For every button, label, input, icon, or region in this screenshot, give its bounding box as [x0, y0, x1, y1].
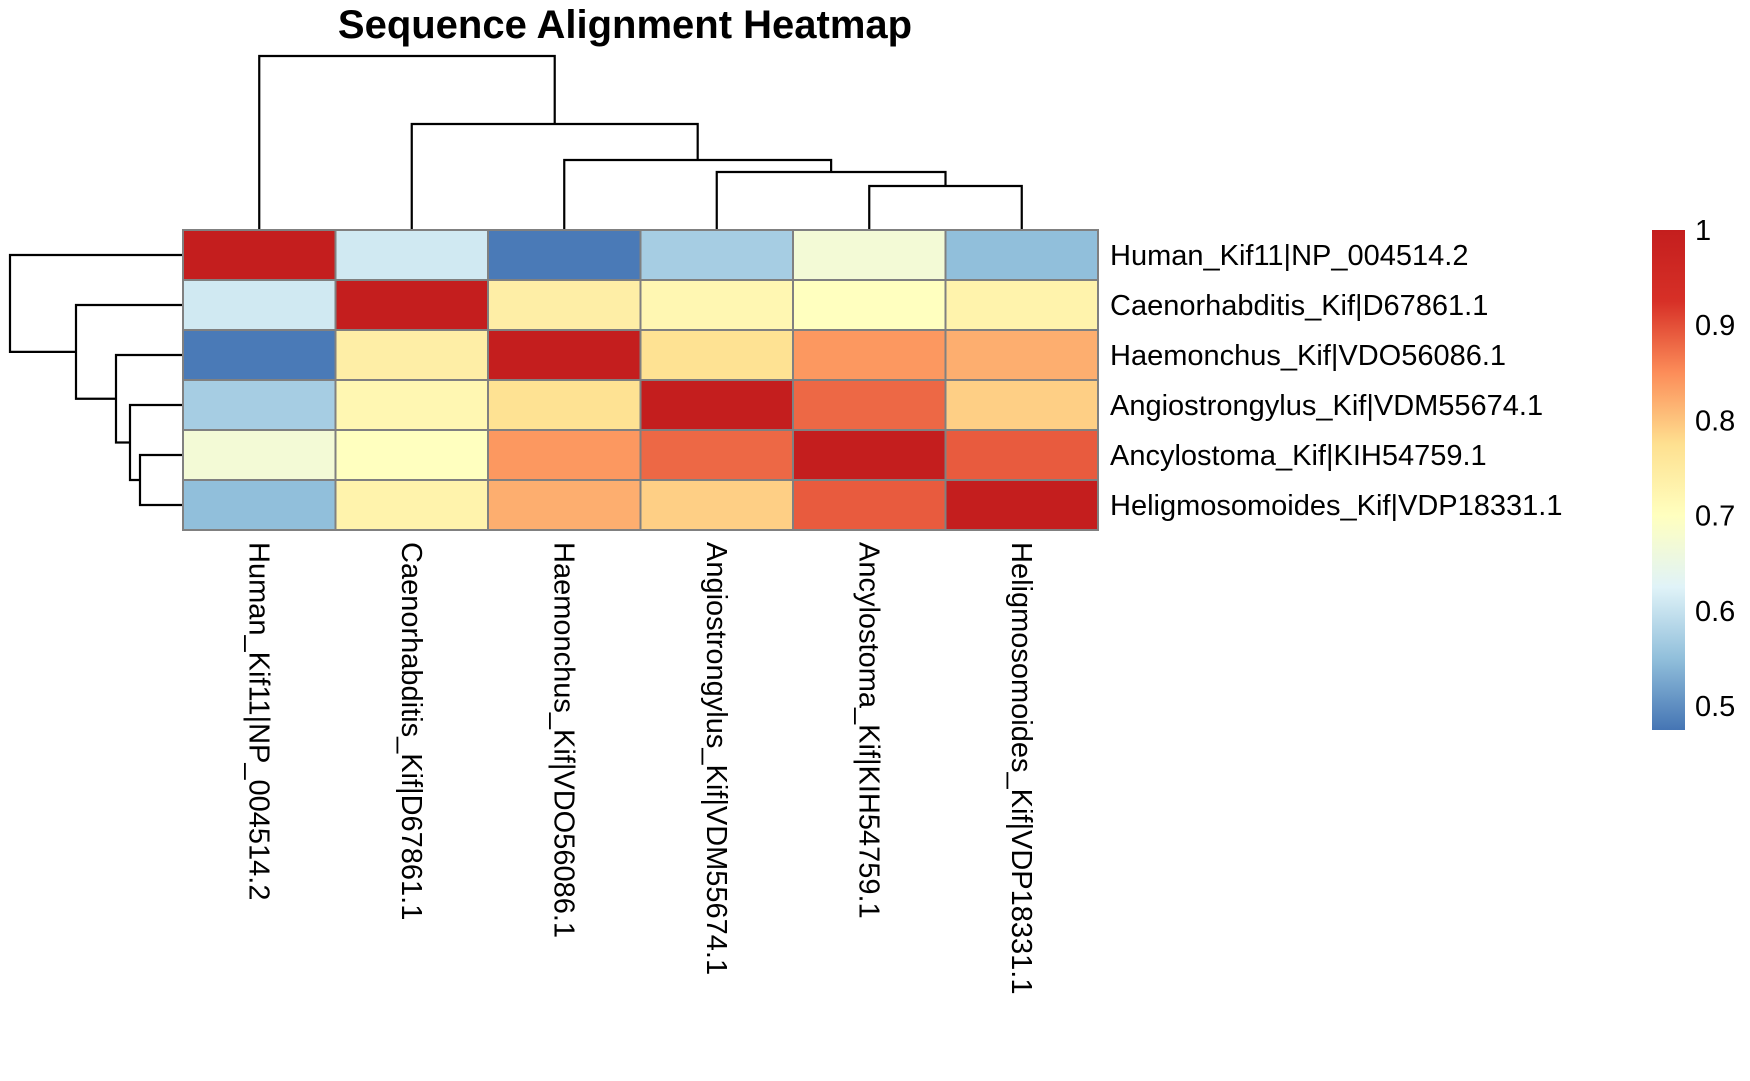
heatmap-cell [792, 329, 947, 381]
row-labels: Human_Kif11|NP_004514.2 Caenorhabditis_Ki… [1110, 240, 1562, 522]
column-label: Angiostrongylus_Kif|VDM55674.1 [700, 542, 732, 975]
row-dendrogram [8, 253, 183, 507]
heatmap-cell [182, 279, 337, 331]
row-label: Haemonchus_Kif|VDO56086.1 [1110, 340, 1506, 372]
heatmap-cell [334, 229, 489, 281]
row-label: Angiostrongylus_Kif|VDM55674.1 [1110, 390, 1543, 422]
color-legend: 0.5 0.6 0.7 0.8 0.9 1 [1652, 215, 1735, 730]
heatmap-cells [182, 229, 1099, 531]
heatmap-cell [487, 429, 642, 481]
dendrogram-branch [128, 403, 183, 482]
legend-tick-label: 0.8 [1695, 405, 1735, 437]
heatmap-cell [792, 229, 947, 281]
heatmap-cell [639, 229, 794, 281]
column-dendrogram [258, 54, 1023, 230]
dendrogram-branch [410, 122, 699, 230]
heatmap-cell [792, 379, 947, 431]
heatmap-cell [334, 429, 489, 481]
heatmap-cell [639, 279, 794, 331]
dendrogram-branch [8, 253, 183, 353]
legend-tick-label: 0.5 [1695, 691, 1735, 723]
heatmap-cell [182, 379, 337, 431]
legend-tick-label: 0.7 [1695, 501, 1735, 533]
column-label: Human_Kif11|NP_004514.2 [242, 542, 274, 900]
heatmap-cell [944, 379, 1099, 431]
row-label: Heligmosomoides_Kif|VDP18331.1 [1110, 490, 1562, 522]
column-label: Ancylostoma_Kif|KIH54759.1 [852, 542, 884, 919]
heatmap-cell [182, 229, 337, 281]
column-label: Haemonchus_Kif|VDO56086.1 [547, 542, 579, 938]
column-label: Heligmosomoides_Kif|VDP18331.1 [1005, 542, 1037, 994]
heatmap-cell [792, 429, 947, 481]
legend-tick-label: 0.9 [1695, 310, 1735, 342]
heatmap-cell [182, 479, 337, 531]
heatmap-cell [944, 279, 1099, 331]
heatmap-cell [639, 479, 794, 531]
dendrogram-branch [74, 303, 183, 400]
row-label: Ancylostoma_Kif|KIH54759.1 [1110, 440, 1487, 472]
column-labels: Human_Kif11|NP_004514.2 Caenorhabditis_Ki… [242, 542, 1037, 994]
heatmap-cell [182, 429, 337, 481]
heatmap-cell [639, 379, 794, 431]
legend-tick-label: 1 [1695, 215, 1711, 247]
heatmap-cell [792, 479, 947, 531]
dendrogram-branch [258, 54, 556, 230]
dendrogram-branch [138, 453, 183, 507]
heatmap-cell [487, 229, 642, 281]
legend-tick-label: 0.6 [1695, 596, 1735, 628]
heatmap-cell [944, 429, 1099, 481]
heatmap-cell [334, 479, 489, 531]
heatmap-cell [487, 479, 642, 531]
heatmap-cell [944, 479, 1099, 531]
dendrogram-branch [563, 158, 833, 230]
heatmap-cell [487, 279, 642, 331]
dendrogram-branch [715, 170, 947, 230]
legend-color-bar [1652, 230, 1685, 730]
heatmap-cell [944, 329, 1099, 381]
row-label: Caenorhabditis_Kif|D67861.1 [1110, 290, 1488, 322]
heatmap-cell [487, 329, 642, 381]
heatmap-cell [792, 279, 947, 331]
heatmap-cell [639, 429, 794, 481]
dendrogram-branch [114, 353, 183, 444]
heatmap-cell [487, 379, 642, 431]
heatmap-cell [334, 279, 489, 331]
heatmap-cell [334, 379, 489, 431]
heatmap-cell [944, 229, 1099, 281]
heatmap-cell [334, 329, 489, 381]
heatmap-cell [639, 329, 794, 381]
dendrogram-branch [868, 184, 1023, 230]
heatmap-cell [182, 329, 337, 381]
column-label: Caenorhabditis_Kif|D67861.1 [395, 542, 427, 920]
row-label: Human_Kif11|NP_004514.2 [1110, 240, 1468, 272]
chart-title: Sequence Alignment Heatmap [338, 3, 912, 47]
